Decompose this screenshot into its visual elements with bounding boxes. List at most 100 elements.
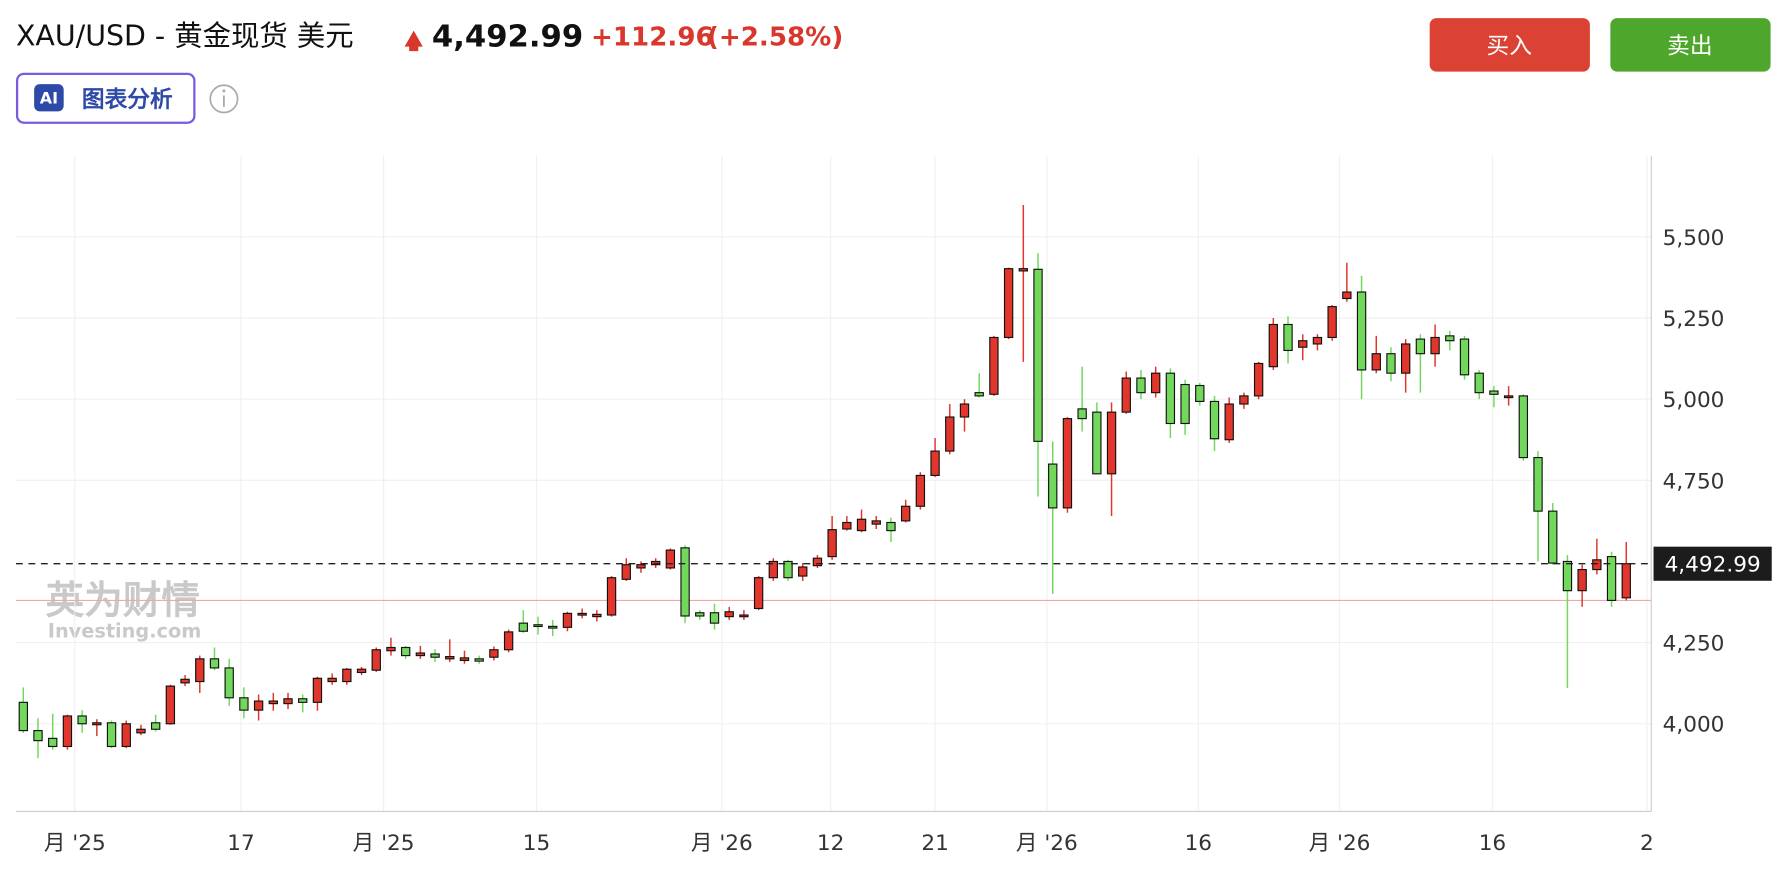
candle-body	[1209, 400, 1220, 440]
info-icon[interactable]	[209, 84, 239, 114]
candle-body	[959, 403, 970, 418]
candle-body	[856, 518, 867, 532]
x-tick-label: 2	[1640, 831, 1654, 856]
candle-body	[1062, 418, 1073, 509]
candle-body	[665, 549, 676, 569]
sell-button[interactable]: 卖出	[1610, 18, 1771, 72]
candle-body	[798, 566, 808, 577]
candle-body	[342, 668, 352, 683]
candle-body	[812, 557, 823, 567]
candle-body	[1224, 403, 1234, 441]
candle-body	[327, 677, 337, 683]
sell-button-bg[interactable]	[1610, 18, 1771, 72]
candle-body	[1180, 383, 1190, 425]
candle-body	[150, 722, 161, 730]
candle-body	[842, 521, 852, 530]
candle-body	[548, 625, 558, 629]
candle-body	[48, 737, 58, 748]
x-tick-label: 月 '25	[353, 831, 415, 856]
buy-label[interactable]: 买入	[1486, 33, 1531, 59]
candle-body	[621, 564, 631, 580]
up-arrow	[404, 30, 423, 52]
buy-button[interactable]: 买入	[1429, 18, 1590, 72]
candle-body	[1342, 291, 1352, 300]
candle-body	[753, 577, 764, 610]
candle-body	[1371, 353, 1381, 371]
x-tick-label: 16	[1185, 831, 1212, 856]
candle-body	[268, 700, 278, 705]
x-tick-label: 月 '26	[1309, 831, 1371, 856]
info-circle[interactable]	[209, 84, 239, 114]
ai-icon	[34, 84, 64, 112]
candle-body	[459, 657, 470, 662]
buy-button-bg[interactable]	[1429, 18, 1590, 72]
candle-body	[871, 520, 881, 525]
watermark-cn: 英为财情	[46, 579, 201, 624]
candle-body	[1018, 268, 1029, 272]
candle-body	[1106, 411, 1117, 475]
last-price-label: 4,492.99	[1665, 553, 1761, 578]
candle-body	[518, 622, 528, 632]
candle-body	[1592, 559, 1602, 571]
candle-body	[1621, 563, 1631, 599]
candle-body	[136, 728, 146, 734]
candle-body	[209, 658, 220, 669]
symbol: XAU/USD - 黄金现货 美元	[16, 19, 354, 52]
candle-body	[371, 649, 381, 671]
candle-body	[974, 392, 984, 397]
info-dot	[222, 89, 226, 93]
candle-body	[1327, 306, 1337, 339]
candle-body	[1121, 377, 1131, 413]
candle-body	[430, 653, 440, 658]
x-tick-label: 月 '26	[691, 831, 753, 856]
y-tick-label: 5,000	[1663, 388, 1725, 413]
candle-body	[1474, 372, 1484, 394]
candle-body	[92, 722, 102, 726]
candle-body	[680, 547, 690, 617]
candle-body	[989, 336, 999, 395]
x-tick-label: 月 '26	[1016, 831, 1078, 856]
candle-body	[356, 668, 367, 674]
candle-body	[533, 624, 543, 628]
price: 4,492.99	[432, 20, 583, 55]
candle-body	[945, 416, 955, 452]
candle-body	[1312, 336, 1323, 345]
candle-body	[1150, 372, 1161, 394]
candle-body	[239, 697, 249, 711]
candle-body	[33, 730, 43, 742]
candle-body	[1606, 556, 1617, 601]
x-tick-label: 16	[1479, 831, 1506, 856]
candle-body	[1415, 338, 1426, 355]
candle-body	[562, 612, 573, 628]
ai-button-label[interactable]: 图表分析	[82, 87, 173, 113]
candle-body	[106, 722, 117, 748]
header: XAU/USD - 黄金现货 美元 4,492.99 +112.96 (+2.5…	[16, 19, 843, 54]
candle-body	[1283, 323, 1293, 352]
sell-label[interactable]: 卖出	[1667, 33, 1712, 59]
candle-body	[1165, 372, 1176, 425]
candle-body	[1298, 340, 1308, 348]
candle-body	[592, 613, 602, 618]
candle-body	[1445, 335, 1455, 342]
candle-body	[1195, 384, 1205, 402]
y-tick-label: 4,000	[1663, 713, 1725, 738]
candle-body	[77, 715, 87, 725]
candle-body	[636, 564, 646, 569]
last-price-box	[1653, 546, 1772, 581]
candle-body	[606, 577, 617, 616]
candle-body	[165, 685, 176, 725]
candle-body	[724, 611, 734, 618]
candle-body	[1268, 323, 1279, 368]
y-tick-label: 4,250	[1663, 632, 1725, 657]
watermark-en: Investing.com	[48, 620, 202, 643]
candle-body	[577, 612, 587, 616]
y-tick-label: 5,250	[1663, 307, 1725, 332]
candle-body	[283, 698, 293, 705]
x-tick-label: 21	[921, 831, 948, 856]
candle-body	[900, 505, 911, 522]
candle-body	[415, 652, 426, 657]
candle-body	[915, 474, 926, 507]
candle-body	[1239, 395, 1249, 405]
ai-button[interactable]: AI 图表分析	[15, 72, 196, 124]
